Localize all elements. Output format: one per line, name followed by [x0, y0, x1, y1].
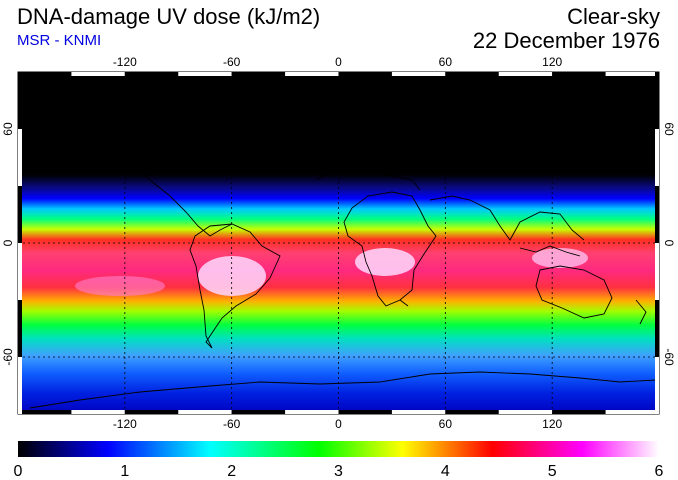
colorbar-tick-label: 0 [14, 463, 23, 480]
frame-segment-left [18, 300, 22, 357]
longitude-ticks-bottom: -120 -60 0 60 120 [18, 410, 659, 431]
pacific-high-dose [75, 276, 165, 296]
longitude-label-bottom: 0 [335, 417, 342, 431]
colorbar-tick-label: 5 [548, 463, 557, 480]
longitude-label-bottom: 60 [439, 417, 453, 431]
latitude-label-left: 60 [1, 122, 15, 136]
colorbar-tick-labels: 0 1 2 3 4 5 6 [14, 463, 664, 480]
colorbar-tick-label: 6 [655, 463, 664, 480]
date-label: 22 December 1976 [472, 28, 660, 53]
source-label: MSR - KNMI [17, 32, 102, 49]
south-america-outline [189, 223, 281, 349]
frame-segment-bottom [178, 410, 232, 414]
frame-segment-top [124, 72, 179, 76]
frame-segment-bottom [445, 410, 499, 414]
longitude-label-top: 120 [542, 55, 562, 69]
colorbar-tick-label: 1 [120, 463, 129, 480]
frame-segment-left [18, 357, 22, 414]
frame-segment-right [655, 186, 659, 243]
frame-segment-left [18, 129, 22, 186]
frame-segment-bottom [605, 410, 659, 414]
map-panel: -120 -60 0 60 120 -120 -60 0 60 120 60 0 -60 60 0 -6… [1, 55, 676, 431]
frame-segment-bottom [231, 410, 286, 414]
latitude-ticks-right: 60 0 -60 [655, 72, 676, 414]
longitude-label-bottom: -60 [223, 417, 241, 431]
frame-segment-left [18, 243, 22, 300]
colorbar-tick-label: 3 [334, 463, 343, 480]
frame-segment-top [391, 72, 446, 76]
latitude-label-left: 0 [1, 239, 15, 246]
frame-segment-bottom [124, 410, 179, 414]
north-america-outline [60, 149, 151, 181]
frame-segment-right [655, 129, 659, 186]
latitude-label-right: -60 [662, 348, 676, 366]
frame-segment-right [655, 357, 659, 414]
frame-segment-right [655, 72, 659, 129]
frame-segment-right [655, 300, 659, 357]
longitude-label-bottom: 120 [542, 417, 562, 431]
frame-segment-bottom [285, 410, 339, 414]
latitude-ticks-left: 60 0 -60 [1, 72, 22, 414]
longitude-label-bottom: -120 [113, 417, 137, 431]
frame-segment-bottom [391, 410, 446, 414]
new-zealand-outline [635, 299, 647, 325]
frame-segment-left [18, 186, 22, 243]
longitude-label-top: -60 [223, 55, 241, 69]
frame-segment-bottom [552, 410, 606, 414]
longitude-ticks-top: -120 -60 0 60 120 [18, 55, 659, 76]
frame-segment-top [338, 72, 392, 76]
colorbar-tick-label: 2 [227, 463, 236, 480]
indonesia-high-dose [532, 248, 588, 268]
frame-segment-top [18, 72, 72, 76]
sky-condition-label: Clear-sky [567, 4, 660, 29]
frame-segment-bottom [498, 410, 553, 414]
frame-segment-top [605, 72, 659, 76]
latitude-label-right: 60 [662, 122, 676, 136]
latitude-label-right: 0 [662, 240, 676, 247]
frame-segment-right [655, 243, 659, 300]
frame-segment-bottom [338, 410, 392, 414]
longitude-label-top: 60 [439, 55, 453, 69]
australia-outline [535, 265, 613, 319]
frame-segment-left [18, 72, 22, 129]
frame-segment-bottom [71, 410, 125, 414]
longitude-label-top: -120 [113, 55, 137, 69]
frame-segment-bottom [18, 410, 72, 414]
asia-outline [429, 195, 585, 241]
frame-segment-top [552, 72, 606, 76]
colorbar-ramp [18, 441, 659, 457]
frame-segment-top [178, 72, 232, 76]
africa-outline [343, 191, 437, 307]
chart-title: DNA-damage UV dose (kJ/m2) [17, 4, 321, 29]
frame-segment-top [71, 72, 125, 76]
colorbar-tick-label: 4 [441, 463, 450, 480]
latitude-label-left: -60 [1, 348, 15, 366]
gridlines [18, 72, 659, 414]
coastlines [29, 149, 657, 409]
frame-segment-top [498, 72, 553, 76]
longitude-label-top: 0 [335, 55, 342, 69]
madagascar-outline [399, 299, 409, 307]
indonesia-outline [519, 245, 581, 257]
africa-high-dose [355, 248, 415, 276]
europe-outline [315, 169, 421, 191]
south-america-high-dose [198, 256, 266, 296]
frame-segment-top [445, 72, 499, 76]
colorbar: 0 1 2 3 4 5 6 [14, 441, 664, 480]
frame-segment-top [231, 72, 286, 76]
central-america-outline [149, 179, 233, 237]
antarctica-outline [29, 371, 657, 409]
frame-segment-top [285, 72, 339, 76]
